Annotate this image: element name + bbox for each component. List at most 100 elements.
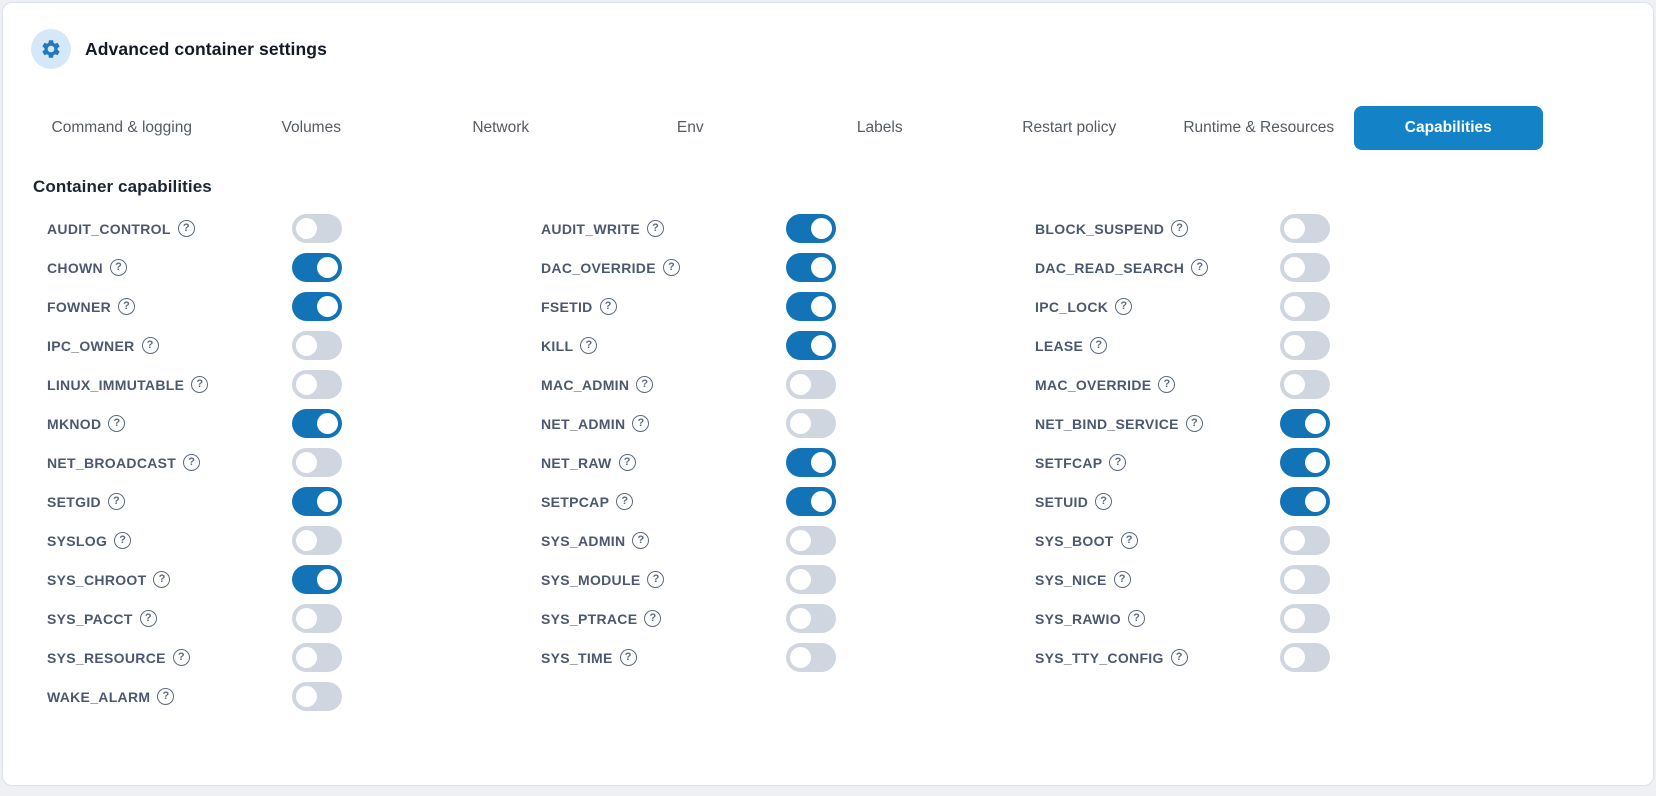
tab-env[interactable]: Env [596,106,786,150]
tab-labels[interactable]: Labels [785,106,975,150]
question-circle-icon[interactable]: ? [118,298,136,315]
toggle-knob [296,647,317,668]
toggle-mac-override[interactable] [1280,370,1330,399]
toggle-mknod[interactable] [292,409,342,438]
question-circle-icon[interactable]: ? [619,649,637,666]
toggle-lease[interactable] [1280,331,1330,360]
toggle-sys-time[interactable] [786,643,836,672]
toggle-linux-immutable[interactable] [292,370,342,399]
capability-label: SETUID [1035,493,1089,510]
toggle-wake-alarm[interactable] [292,682,342,711]
tab-command-logging[interactable]: Command & logging [27,106,217,150]
tab-label: Network [472,119,530,136]
question-circle-icon[interactable]: ? [1185,415,1203,432]
question-circle-icon[interactable]: ? [1113,571,1131,588]
question-circle-icon[interactable]: ? [183,454,201,471]
toggle-setpcap[interactable] [786,487,836,516]
question-circle-icon[interactable]: ? [662,259,680,276]
toggle-syslog[interactable] [292,526,342,555]
toggle-block-suspend[interactable] [1280,214,1330,243]
toggle-sys-nice[interactable] [1280,565,1330,594]
toggle-sys-admin[interactable] [786,526,836,555]
toggle-knob [1284,257,1305,278]
toggle-setuid[interactable] [1280,487,1330,516]
toggle-kill[interactable] [786,331,836,360]
toggle-chown[interactable] [292,253,342,282]
toggle-setfcap[interactable] [1280,448,1330,477]
page-title: Advanced container settings [85,38,327,59]
question-circle-icon[interactable]: ? [172,649,190,666]
toggle-net-bind-service[interactable] [1280,409,1330,438]
question-circle-icon[interactable]: ? [632,415,650,432]
question-circle-icon[interactable]: ? [580,337,598,354]
question-circle-icon[interactable]: ? [1095,493,1113,510]
toggle-mac-admin[interactable] [786,370,836,399]
question-circle-icon[interactable]: ? [107,493,125,510]
toggle-sys-pacct[interactable] [292,604,342,633]
question-circle-icon[interactable]: ? [599,298,617,315]
tab-network[interactable]: Network [406,106,596,150]
tab-restart-policy[interactable]: Restart policy [975,106,1165,150]
question-circle-icon[interactable]: ? [646,220,664,237]
toggle-ipc-lock[interactable] [1280,292,1330,321]
capability-label: LINUX_IMMUTABLE [47,376,185,393]
toggle-sys-boot[interactable] [1280,526,1330,555]
question-circle-icon[interactable]: ? [1120,532,1138,549]
question-circle-icon[interactable]: ? [108,415,126,432]
tab-capabilities[interactable]: Capabilities [1353,106,1543,150]
toggle-audit-control[interactable] [292,214,342,243]
question-circle-icon[interactable]: ? [139,610,157,627]
question-circle-icon[interactable]: ? [153,571,171,588]
toggle-net-raw[interactable] [786,448,836,477]
tab-runtime-resources[interactable]: Runtime & Resources [1164,106,1354,150]
toggle-ipc-owner[interactable] [292,331,342,360]
tab-volumes[interactable]: Volumes [217,106,407,150]
question-circle-icon[interactable]: ? [1090,337,1108,354]
question-circle-icon[interactable]: ? [1191,259,1209,276]
question-circle-icon[interactable]: ? [191,376,209,393]
capability-row-linux-immutable: LINUX_IMMUTABLE ? [47,365,541,404]
toggle-sys-tty-config[interactable] [1280,643,1330,672]
toggle-fowner[interactable] [292,292,342,321]
toggle-knob [296,608,317,629]
toggle-sys-module[interactable] [786,565,836,594]
toggle-net-admin[interactable] [786,409,836,438]
toggle-sys-chroot[interactable] [292,565,342,594]
toggle-knob [296,218,317,239]
toggle-sys-rawio[interactable] [1280,604,1330,633]
toggle-dac-read-search[interactable] [1280,253,1330,282]
question-circle-icon[interactable]: ? [636,376,654,393]
capability-label: FOWNER [47,298,112,315]
question-circle-icon[interactable]: ? [1170,649,1188,666]
capability-label: SYS_BOOT [1035,532,1114,549]
question-circle-icon[interactable]: ? [1109,454,1127,471]
question-circle-icon[interactable]: ? [109,259,127,276]
question-circle-icon[interactable]: ? [616,493,634,510]
toggle-setgid[interactable] [292,487,342,516]
question-circle-icon[interactable]: ? [177,220,195,237]
question-circle-icon[interactable]: ? [157,688,175,705]
toggle-knob [811,491,832,512]
capabilities-grid: AUDIT_CONTROL ? CHOWN ? FOWNER ? IPC_OWN… [47,209,1653,716]
question-circle-icon[interactable]: ? [1115,298,1133,315]
capabilities-column-3: BLOCK_SUSPEND ? DAC_READ_SEARCH ? IPC_LO… [1035,209,1653,677]
toggle-knob [811,335,832,356]
question-circle-icon[interactable]: ? [1158,376,1176,393]
toggle-knob [1284,218,1305,239]
question-circle-icon[interactable]: ? [1127,610,1145,627]
question-circle-icon[interactable]: ? [647,571,665,588]
question-circle-icon[interactable]: ? [632,532,650,549]
toggle-dac-override[interactable] [786,253,836,282]
question-circle-icon[interactable]: ? [141,337,159,354]
toggle-sys-resource[interactable] [292,643,342,672]
question-circle-icon[interactable]: ? [114,532,132,549]
toggle-fsetid[interactable] [786,292,836,321]
capability-row-mknod: MKNOD ? [47,404,541,443]
question-circle-icon[interactable]: ? [644,610,662,627]
toggle-knob [1284,647,1305,668]
toggle-sys-ptrace[interactable] [786,604,836,633]
question-circle-icon[interactable]: ? [618,454,636,471]
toggle-net-broadcast[interactable] [292,448,342,477]
toggle-audit-write[interactable] [786,214,836,243]
question-circle-icon[interactable]: ? [1171,220,1189,237]
